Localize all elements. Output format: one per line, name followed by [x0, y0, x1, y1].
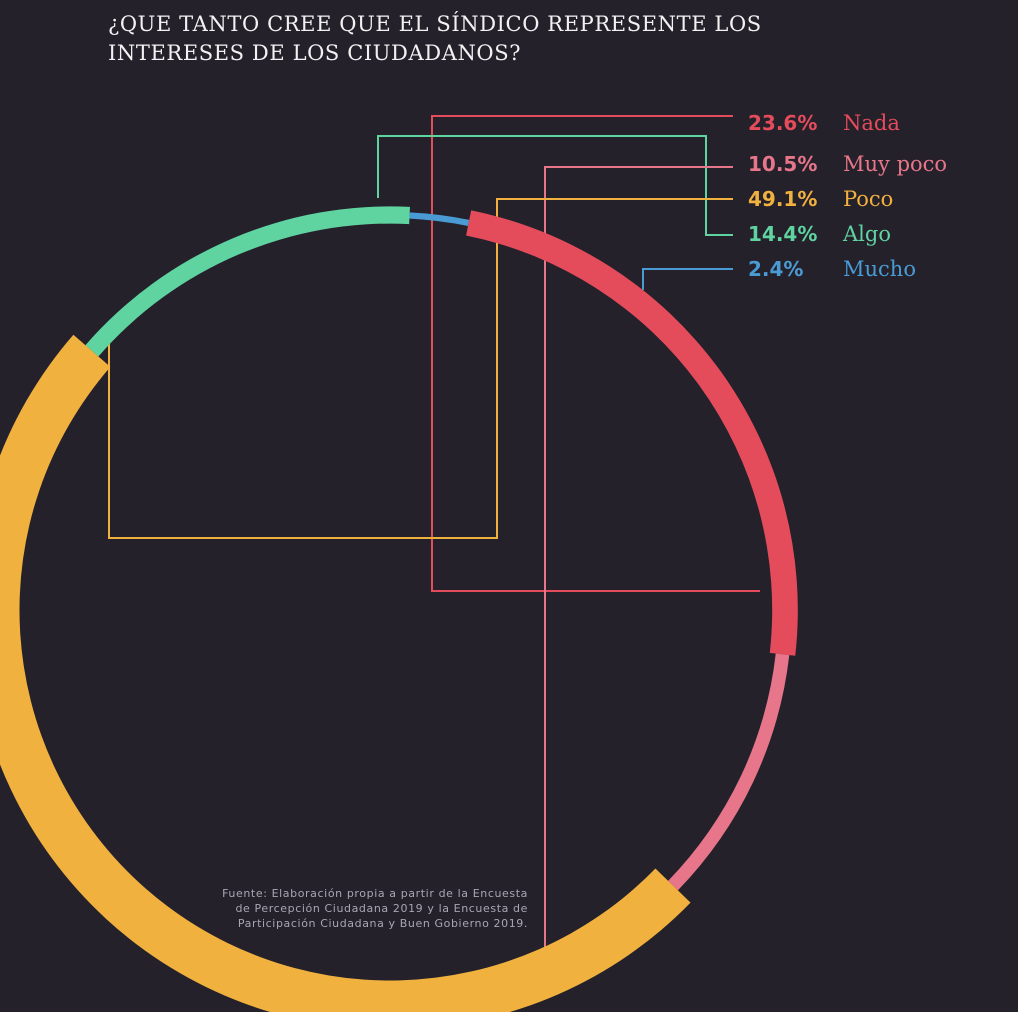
legend-value: 14.4% [748, 222, 818, 246]
arc-nada [466, 210, 798, 656]
connector-nada [431, 115, 760, 592]
connector-lines [108, 115, 760, 962]
chart-title: ¿QUE TANTO CREE QUE EL SÍNDICO REPRESENT… [108, 12, 762, 65]
legend-value: 23.6% [748, 111, 818, 135]
connector-mucho [642, 268, 733, 290]
legend-value: 2.4% [748, 257, 804, 281]
legend-item-algo: 14.4% Algo [748, 220, 891, 248]
legend-item-poco: 49.1% Poco [748, 185, 893, 213]
legend-label: Muy poco [843, 152, 948, 176]
arc-muy-poco [668, 653, 790, 891]
arc-poco [0, 334, 691, 1012]
legend-item-mucho: 2.4% Mucho [748, 255, 916, 283]
legend-value: 10.5% [748, 152, 818, 176]
legend-label: Poco [843, 187, 894, 211]
connector-algo [377, 135, 733, 236]
legend-item-nada: 23.6% Nada [748, 109, 900, 137]
legend-item-muy-poco: 10.5% Muy poco [748, 150, 947, 178]
donut-arcs [0, 206, 798, 1012]
legend-label: Mucho [843, 257, 916, 281]
legend-label: Nada [843, 111, 900, 135]
arc-mucho [409, 212, 470, 226]
connector-poco [108, 198, 733, 539]
legend-label: Algo [843, 222, 891, 246]
legend-value: 49.1% [748, 187, 818, 211]
connector-muy-poco [544, 166, 733, 962]
arc-algo [85, 206, 410, 357]
source-note: Fuente: Elaboración propia a partir de l… [222, 887, 528, 930]
